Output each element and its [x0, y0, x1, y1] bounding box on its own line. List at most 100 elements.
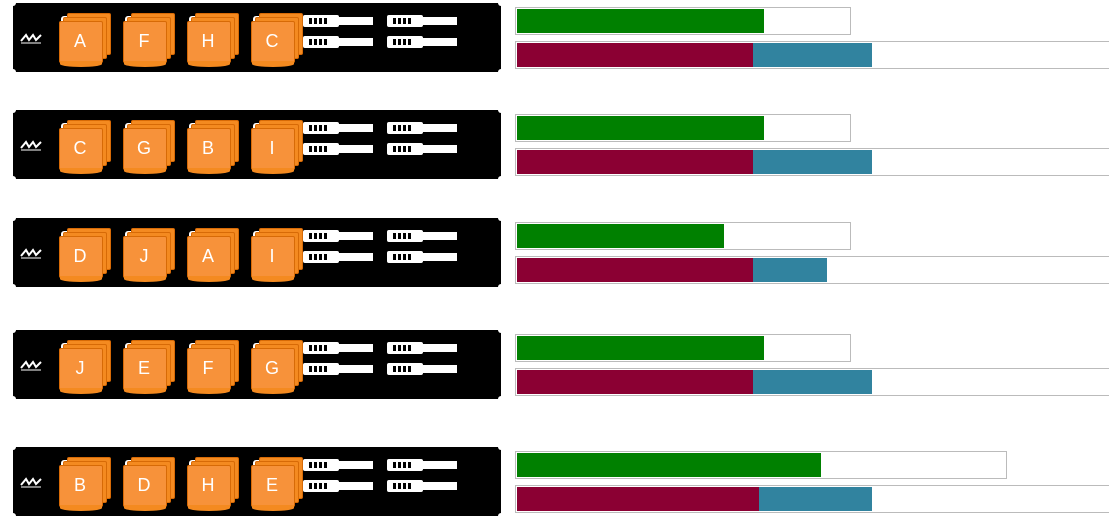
network-port[interactable]: [387, 459, 457, 471]
network-port[interactable]: [303, 480, 373, 492]
usage-bar-fill: [517, 224, 724, 248]
port-link: [423, 253, 457, 261]
usage-bar-fill: [517, 116, 764, 140]
network-port[interactable]: [303, 230, 373, 242]
port-slot: [303, 36, 339, 48]
drive-label: B: [201, 137, 214, 158]
drive-a[interactable]: A: [185, 228, 239, 284]
drive-label: D: [137, 474, 151, 495]
drive-label: B: [73, 474, 86, 495]
drive-c[interactable]: C: [57, 120, 111, 176]
rack-mount-hole: [10, 107, 16, 113]
drive-h[interactable]: H: [185, 457, 239, 513]
drive-stack-layer: [251, 236, 295, 282]
network-port[interactable]: [303, 459, 373, 471]
drive-b[interactable]: B: [57, 457, 111, 513]
network-port[interactable]: [387, 36, 457, 48]
rack-mount-hole: [10, 327, 16, 333]
drive-stack-layer: [187, 348, 231, 394]
network-port[interactable]: [387, 342, 457, 354]
network-port[interactable]: [387, 480, 457, 492]
rack-mount-hole: [498, 107, 504, 113]
usage-bar: [515, 451, 1007, 479]
capacity-used-segment: [517, 258, 753, 282]
port-link: [339, 17, 373, 25]
drive-b[interactable]: B: [185, 120, 239, 176]
drive-e[interactable]: E: [249, 457, 303, 513]
drive-stack-layer: [251, 348, 295, 394]
network-port[interactable]: [387, 143, 457, 155]
drive-i[interactable]: I: [249, 228, 303, 284]
network-port[interactable]: [303, 363, 373, 375]
drive-stack-layer: [187, 21, 231, 67]
drive-label: D: [73, 245, 87, 266]
network-port[interactable]: [387, 15, 457, 27]
network-port[interactable]: [387, 363, 457, 375]
drive-e[interactable]: E: [121, 340, 175, 396]
rack-mount-hole: [10, 0, 16, 6]
drive-g[interactable]: G: [249, 340, 303, 396]
capacity-used-segment: [517, 370, 753, 394]
drive-stack-layer: [187, 128, 231, 174]
port-link: [339, 124, 373, 132]
port-slot: [303, 251, 339, 263]
network-port[interactable]: [303, 251, 373, 263]
drive-a[interactable]: A: [57, 13, 111, 69]
drive-j[interactable]: J: [121, 228, 175, 284]
port-slot: [303, 122, 339, 134]
drive-j[interactable]: J: [57, 340, 111, 396]
drive-stack-layer: [59, 348, 103, 394]
port-link: [423, 482, 457, 490]
drive-stack-layer: [59, 236, 103, 282]
drive-f[interactable]: F: [185, 340, 239, 396]
network-port[interactable]: [303, 122, 373, 134]
port-slot: [387, 480, 423, 492]
port-slot: [387, 363, 423, 375]
network-port[interactable]: [303, 15, 373, 27]
rack-mount-hole: [10, 444, 16, 450]
drive-label: E: [137, 357, 150, 378]
port-link: [423, 461, 457, 469]
drive-label: A: [201, 245, 214, 266]
drive-label: H: [201, 30, 215, 51]
drive-label: C: [265, 30, 279, 51]
drive-g[interactable]: G: [121, 120, 175, 176]
drive-stack-layer: [187, 236, 231, 282]
drive-h[interactable]: H: [185, 13, 239, 69]
capacity-bar: [515, 368, 1109, 396]
rack-mount-hole: [10, 176, 16, 182]
network-port[interactable]: [303, 143, 373, 155]
drive-c[interactable]: C: [249, 13, 303, 69]
drive-label: C: [73, 137, 87, 158]
port-slot: [387, 143, 423, 155]
drive-label: A: [73, 30, 86, 51]
drive-i[interactable]: I: [249, 120, 303, 176]
network-port[interactable]: [303, 342, 373, 354]
drive-d[interactable]: D: [121, 457, 175, 513]
network-port[interactable]: [387, 251, 457, 263]
network-port[interactable]: [387, 122, 457, 134]
drive-f[interactable]: F: [121, 13, 175, 69]
brand-logo-icon: [20, 358, 42, 371]
usage-bar-fill: [517, 336, 764, 360]
port-link: [423, 232, 457, 240]
rack-mount-hole: [498, 284, 504, 290]
drive-stack-layer: [123, 236, 167, 282]
rack-mount-hole: [498, 444, 504, 450]
rack-mount-hole: [10, 215, 16, 221]
port-slot: [387, 342, 423, 354]
drive-d[interactable]: D: [57, 228, 111, 284]
port-link: [423, 17, 457, 25]
capacity-used-segment: [517, 150, 753, 174]
network-port[interactable]: [303, 36, 373, 48]
port-slot: [303, 480, 339, 492]
port-slot: [303, 459, 339, 471]
network-port[interactable]: [387, 230, 457, 242]
